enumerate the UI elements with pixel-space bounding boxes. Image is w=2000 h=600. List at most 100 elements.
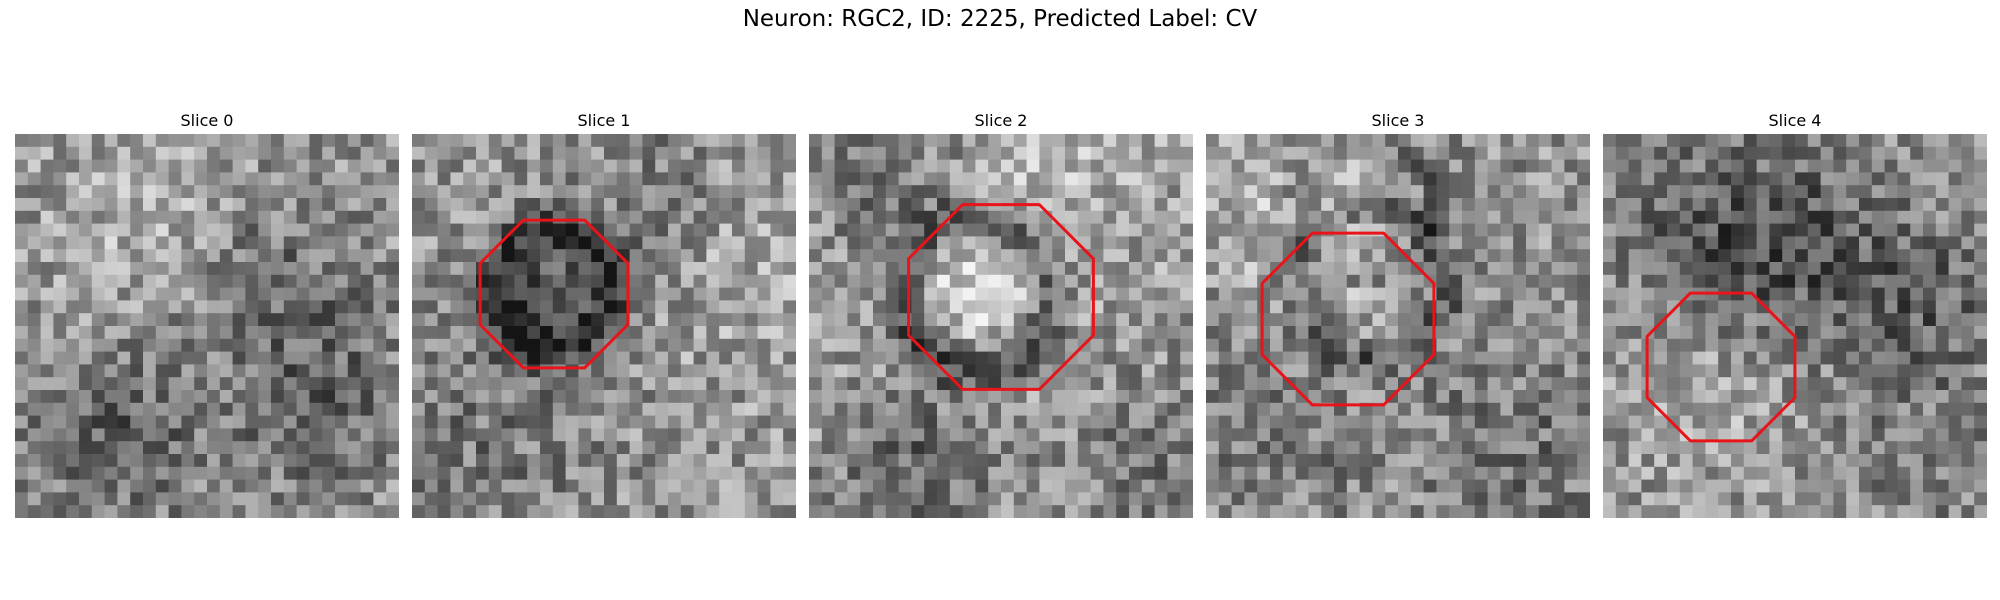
- image-pixel: [271, 326, 285, 340]
- image-pixel: [271, 364, 285, 378]
- image-pixel: [130, 223, 144, 237]
- image-pixel: [1743, 262, 1757, 276]
- image-pixel: [1731, 159, 1745, 173]
- image-pixel: [898, 185, 912, 199]
- image-pixel: [373, 466, 387, 480]
- image-pixel: [1948, 313, 1962, 327]
- image-pixel: [988, 505, 1002, 518]
- image-pixel: [680, 479, 694, 493]
- image-pixel: [437, 249, 451, 263]
- image-pixel: [1129, 300, 1143, 314]
- image-pixel: [283, 287, 297, 301]
- image-pixel: [1628, 287, 1642, 301]
- image-pixel: [27, 441, 41, 455]
- image-pixel: [1116, 185, 1130, 199]
- image-pixel: [1154, 402, 1168, 416]
- image-pixel: [1654, 390, 1668, 404]
- image-pixel: [1334, 441, 1348, 455]
- image-pixel: [1321, 300, 1335, 314]
- image-pixel: [873, 300, 887, 314]
- image-pixel: [117, 287, 131, 301]
- image-pixel: [1718, 300, 1732, 314]
- image-pixel: [15, 441, 29, 455]
- image-pixel: [911, 402, 925, 416]
- image-pixel: [655, 198, 669, 212]
- image-pixel: [53, 479, 67, 493]
- image-pixel: [616, 466, 630, 480]
- image-pixel: [117, 262, 131, 276]
- image-pixel: [1923, 377, 1937, 391]
- image-pixel: [1270, 146, 1284, 160]
- image-pixel: [1974, 454, 1987, 468]
- image-pixel: [1103, 402, 1117, 416]
- image-pixel: [616, 210, 630, 224]
- image-pixel: [924, 479, 938, 493]
- image-pixel: [476, 313, 490, 327]
- image-pixel: [373, 479, 387, 493]
- image-pixel: [347, 492, 361, 506]
- image-pixel: [1756, 185, 1770, 199]
- image-pixel: [143, 402, 157, 416]
- image-pixel: [386, 249, 399, 263]
- image-pixel: [1667, 185, 1681, 199]
- image-pixel: [1141, 262, 1155, 276]
- image-pixel: [283, 274, 297, 288]
- image-pixel: [1308, 492, 1322, 506]
- image-pixel: [245, 441, 259, 455]
- image-pixel: [1180, 479, 1193, 493]
- image-pixel: [412, 185, 426, 199]
- image-pixel: [527, 134, 541, 148]
- image-pixel: [1807, 210, 1821, 224]
- image-pixel: [924, 326, 938, 340]
- image-pixel: [744, 185, 758, 199]
- image-pixel: [501, 134, 515, 148]
- image-pixel: [1923, 454, 1937, 468]
- image-pixel: [27, 210, 41, 224]
- image-pixel: [335, 364, 349, 378]
- image-pixel: [335, 300, 349, 314]
- image-pixel: [271, 262, 285, 276]
- image-pixel: [1167, 210, 1181, 224]
- image-pixel: [578, 479, 592, 493]
- image-pixel: [1833, 172, 1847, 186]
- image-pixel: [53, 428, 67, 442]
- image-pixel: [245, 351, 259, 365]
- image-pixel: [1013, 159, 1027, 173]
- image-pixel: [1654, 454, 1668, 468]
- image-pixel: [1013, 441, 1027, 455]
- image-pixel: [104, 236, 118, 250]
- image-pixel: [1705, 377, 1719, 391]
- image-pixel: [924, 390, 938, 404]
- image-pixel: [335, 172, 349, 186]
- image-pixel: [1372, 198, 1386, 212]
- image-pixel: [1820, 287, 1834, 301]
- image-pixel: [1820, 390, 1834, 404]
- image-pixel: [1103, 326, 1117, 340]
- image-pixel: [309, 249, 323, 263]
- image-pixel: [463, 287, 477, 301]
- image-pixel: [1231, 313, 1245, 327]
- image-pixel: [1884, 159, 1898, 173]
- image-pixel: [1871, 223, 1885, 237]
- image-pixel: [1065, 326, 1079, 340]
- image-pixel: [1718, 377, 1732, 391]
- image-pixel: [1923, 313, 1937, 327]
- image-pixel: [386, 236, 399, 250]
- image-pixel: [501, 479, 515, 493]
- image-pixel: [1948, 364, 1962, 378]
- image-pixel: [1910, 236, 1924, 250]
- image-pixel: [1436, 390, 1450, 404]
- image-pixel: [1449, 479, 1463, 493]
- image-pixel: [1897, 287, 1911, 301]
- image-pixel: [1001, 274, 1015, 288]
- image-pixel: [975, 364, 989, 378]
- image-pixel: [130, 454, 144, 468]
- image-pixel: [194, 249, 208, 263]
- image-pixel: [1410, 351, 1424, 365]
- image-pixel: [104, 198, 118, 212]
- image-pixel: [360, 454, 374, 468]
- image-pixel: [1026, 441, 1040, 455]
- image-pixel: [501, 172, 515, 186]
- image-pixel: [155, 402, 169, 416]
- image-pixel: [1436, 236, 1450, 250]
